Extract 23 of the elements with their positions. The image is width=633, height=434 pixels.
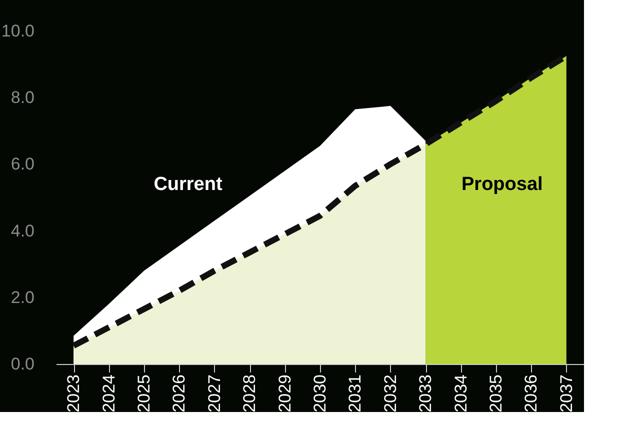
x-tick-label: 2025 bbox=[134, 374, 154, 412]
x-tick-label: 2034 bbox=[451, 374, 470, 412]
y-tick-label: 6.0 bbox=[10, 154, 34, 174]
x-tick-label: 2029 bbox=[275, 374, 294, 412]
y-tick-label: 10.0 bbox=[1, 22, 34, 40]
y-tick-label: 4.0 bbox=[10, 221, 34, 240]
x-tick-label: 2031 bbox=[346, 374, 365, 412]
x-tick-label: 2032 bbox=[380, 374, 400, 412]
annotation: Proposal bbox=[462, 174, 543, 196]
x-tick-label: 2036 bbox=[522, 374, 541, 412]
x-tick-label: 2033 bbox=[416, 374, 436, 412]
x-tick-label: 2027 bbox=[204, 374, 224, 412]
x-tick-label: 2030 bbox=[310, 374, 330, 412]
x-tick-label: 2026 bbox=[170, 374, 189, 412]
x-tick-label: 2028 bbox=[240, 374, 260, 412]
y-tick-label: 0.0 bbox=[10, 354, 34, 374]
y-tick-label: 2.0 bbox=[10, 288, 34, 307]
x-tick-label: 2024 bbox=[99, 374, 118, 412]
x-tick-label: 2023 bbox=[64, 374, 84, 412]
x-tick-label: 2035 bbox=[486, 374, 506, 412]
x-tick-label: 2037 bbox=[556, 374, 576, 412]
annotation: Current bbox=[154, 174, 223, 196]
y-tick-label: 8.0 bbox=[10, 88, 34, 108]
